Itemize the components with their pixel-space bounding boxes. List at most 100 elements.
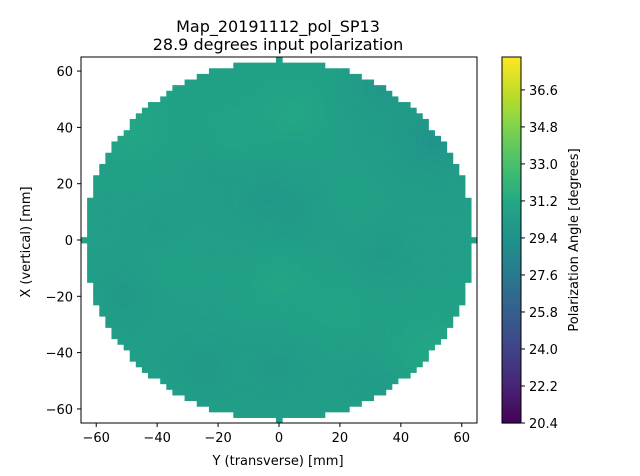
y-tick-label: −40 — [46, 347, 73, 362]
heatmap-cell — [160, 349, 167, 357]
colorbar-segment — [502, 145, 521, 150]
heatmap-cell — [105, 180, 113, 188]
heatmap-cell — [306, 118, 314, 126]
heatmap-cell — [355, 203, 362, 210]
heatmap-cell — [422, 304, 429, 311]
heatmap-cell — [318, 135, 326, 143]
heatmap-cell — [251, 124, 259, 131]
heatmap-cell — [202, 355, 210, 362]
heatmap-cell — [208, 135, 216, 143]
heatmap-cell — [361, 282, 368, 289]
heatmap-cell — [117, 287, 125, 295]
heatmap-cell — [385, 355, 393, 362]
heatmap-cell — [275, 192, 283, 199]
heatmap-cell — [215, 209, 222, 216]
heatmap-cell — [458, 259, 466, 266]
heatmap-cell — [434, 152, 442, 159]
heatmap-cell — [355, 113, 362, 120]
heatmap-cell — [135, 180, 143, 188]
heatmap-cell — [141, 135, 149, 143]
heatmap-cell — [202, 73, 210, 81]
heatmap-cell — [178, 180, 186, 188]
heatmap-cell — [391, 158, 399, 165]
heatmap-cell — [282, 242, 289, 250]
heatmap-cell — [215, 225, 222, 233]
heatmap-cell — [403, 293, 411, 300]
heatmap-cell — [416, 282, 423, 289]
heatmap-cell — [336, 102, 344, 109]
heatmap-cell — [269, 118, 277, 126]
heatmap-cell — [379, 102, 387, 109]
heatmap-cell — [282, 372, 289, 379]
heatmap-cell — [397, 163, 405, 171]
heatmap-cell — [318, 152, 326, 159]
heatmap-cell — [282, 118, 289, 126]
heatmap-cell — [288, 135, 295, 143]
heatmap-cell — [282, 383, 289, 390]
heatmap-cell — [336, 242, 344, 250]
heatmap-cell — [397, 332, 405, 340]
heatmap-cell — [178, 141, 186, 148]
heatmap-cell — [397, 214, 405, 221]
heatmap-cell — [172, 90, 180, 98]
heatmap-cell — [129, 355, 137, 362]
heatmap-cell — [190, 158, 198, 165]
heatmap-cell — [87, 209, 94, 216]
heatmap-cell — [416, 197, 423, 204]
heatmap-cell — [221, 377, 228, 385]
heatmap-cell — [184, 192, 192, 199]
heatmap-cell — [397, 107, 405, 114]
heatmap-cell — [294, 237, 301, 244]
heatmap-cell — [190, 231, 198, 238]
heatmap-cell — [202, 214, 210, 221]
heatmap-cell — [403, 169, 411, 176]
heatmap-cell — [178, 383, 186, 390]
heatmap-cell — [215, 152, 222, 159]
heatmap-cell — [324, 113, 332, 120]
heatmap-cell — [397, 254, 405, 261]
heatmap-cell — [208, 400, 216, 407]
heatmap-cell — [361, 192, 368, 199]
heatmap-cell — [403, 321, 411, 328]
heatmap-cell — [123, 158, 131, 165]
heatmap-cell — [300, 192, 308, 199]
heatmap-cell — [330, 220, 338, 227]
heatmap-cell — [196, 85, 204, 92]
heatmap-cell — [397, 192, 405, 199]
heatmap-cell — [294, 332, 301, 340]
heatmap-cell — [373, 372, 381, 379]
heatmap-cell — [257, 175, 265, 182]
colorbar-segment — [502, 66, 521, 70]
heatmap-cell — [355, 130, 362, 137]
heatmap-cell — [135, 152, 143, 159]
heatmap-cell — [428, 214, 435, 221]
heatmap-cell — [184, 361, 192, 368]
heatmap-cell — [391, 163, 399, 171]
heatmap-cell — [409, 180, 417, 188]
heatmap-cell — [135, 237, 143, 244]
heatmap-cell — [391, 254, 399, 261]
heatmap-cell — [221, 85, 228, 92]
heatmap-cell — [446, 169, 454, 176]
heatmap-cell — [440, 237, 448, 244]
heatmap-cell — [373, 141, 381, 148]
heatmap-cell — [361, 254, 368, 261]
heatmap-cell — [294, 163, 301, 171]
heatmap-cell — [288, 355, 295, 362]
heatmap-cell — [233, 338, 240, 345]
heatmap-cell — [190, 141, 198, 148]
colorbar-segment — [502, 377, 521, 381]
heatmap-cell — [239, 152, 247, 159]
heatmap-cell — [288, 293, 295, 300]
heatmap-cell — [349, 242, 356, 250]
heatmap-cell — [330, 406, 338, 413]
heatmap-cell — [178, 344, 186, 351]
heatmap-cell — [300, 180, 308, 188]
heatmap-cell — [233, 332, 240, 340]
heatmap-cell — [458, 175, 466, 182]
heatmap-cell — [172, 299, 180, 306]
heatmap-cell — [324, 316, 332, 323]
heatmap-cell — [464, 203, 472, 210]
heatmap-cell — [282, 130, 289, 137]
heatmap-cell — [123, 316, 131, 323]
